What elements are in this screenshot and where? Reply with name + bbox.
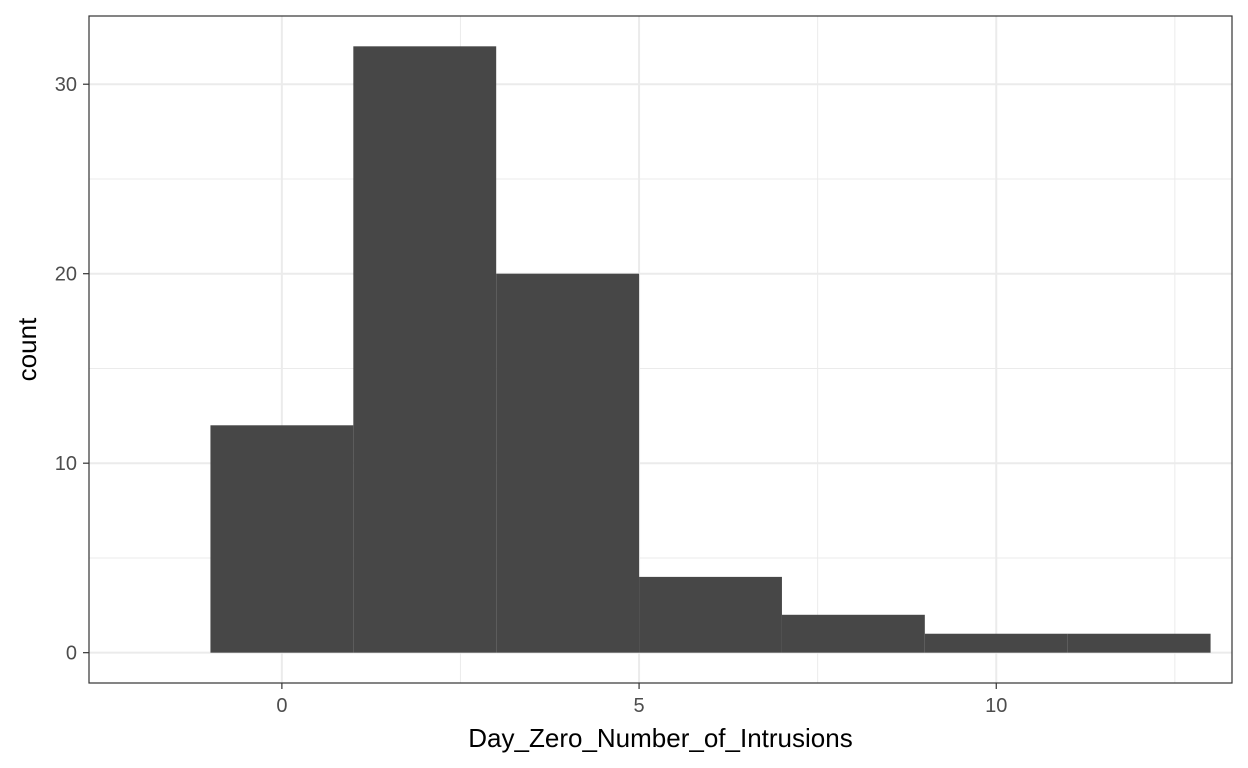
x-tick-label: 10 (985, 695, 1007, 717)
axis-ticks: 0 5 10 0 10 20 30 (55, 74, 1008, 717)
histogram-bars (210, 46, 1211, 653)
y-axis-title: count (12, 317, 42, 381)
histogram-bar (353, 46, 497, 653)
y-tick-label: 20 (55, 264, 77, 286)
histogram-bar (1067, 633, 1211, 653)
x-axis-title: Day_Zero_Number_of_Intrusions (468, 723, 852, 753)
y-tick-label: 0 (66, 643, 77, 665)
x-tick-label: 5 (634, 695, 645, 717)
histogram-bar (781, 614, 925, 653)
y-tick-label: 30 (55, 74, 77, 96)
x-tick-label: 0 (276, 695, 287, 717)
histogram-bar (210, 425, 354, 653)
y-tick-label: 10 (55, 453, 77, 475)
histogram-bar (496, 273, 640, 653)
histogram-bar (639, 576, 782, 653)
histogram-bar (924, 633, 1068, 653)
panel-border (88, 15, 1233, 684)
